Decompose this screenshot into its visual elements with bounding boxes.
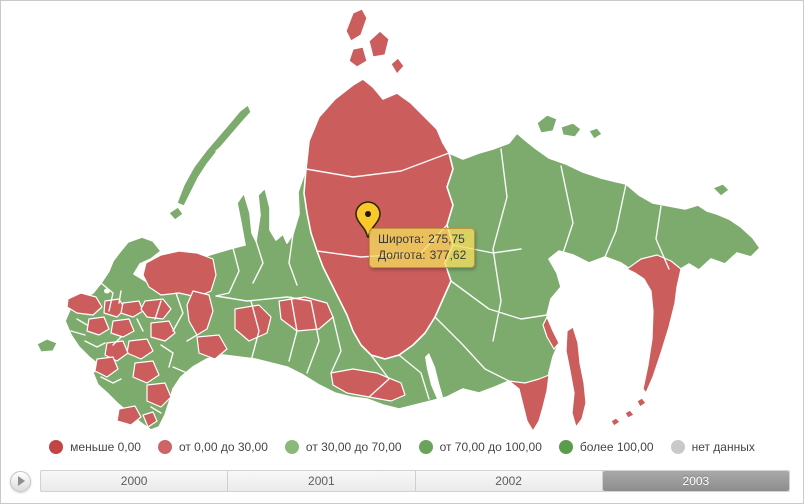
legend-color-dot [49, 440, 64, 454]
map-region-island[interactable] [588, 127, 603, 140]
lake-baikal [425, 353, 443, 399]
map-region[interactable] [186, 290, 214, 336]
legend-color-dot [558, 440, 573, 454]
map-region-kaliningrad[interactable] [36, 338, 58, 353]
russia-map [36, 8, 761, 432]
timeline-bar: 2000 2001 2002 2003 [40, 470, 790, 492]
coordinates-tooltip: Широта: 275,75 Долгота: 377,62 [369, 228, 476, 268]
map-region-island[interactable] [168, 206, 184, 221]
region-border-lines [70, 141, 670, 414]
map-region-novaya-zemlya[interactable] [176, 104, 252, 207]
map-region[interactable] [116, 405, 142, 426]
map-region[interactable] [142, 411, 158, 428]
map-legend: меньше 0,00 от 0,00 до 30,00 от 30,00 до… [1, 437, 803, 457]
map-region-kurils[interactable] [636, 397, 647, 408]
timeline: 2000 2001 2002 2003 [1, 468, 803, 494]
legend-label: от 30,00 до 70,00 [305, 440, 402, 454]
longitude-label: Долгота: [378, 248, 426, 262]
legend-item: от 30,00 до 70,00 [284, 440, 402, 454]
legend-label: меньше 0,00 [70, 440, 141, 454]
map-region[interactable] [132, 360, 160, 384]
map-region[interactable] [146, 382, 172, 408]
lake-ladoga [93, 280, 101, 286]
map-region[interactable] [330, 368, 406, 402]
map-region[interactable] [94, 356, 119, 378]
map-region[interactable] [104, 340, 129, 362]
legend-item: нет данных [670, 440, 755, 454]
map-region[interactable] [196, 334, 228, 360]
tooltip-latitude-row: Широта: 275,75 [378, 231, 466, 247]
map-region-sakhalin[interactable] [565, 326, 587, 428]
legend-color-dot [670, 440, 685, 454]
map-region[interactable] [120, 300, 144, 318]
map-region[interactable] [150, 320, 176, 342]
play-button[interactable] [10, 470, 31, 492]
location-marker-icon[interactable] [353, 200, 383, 240]
map-region-kurils[interactable] [624, 409, 635, 419]
tooltip-longitude-row: Долгота: 377,62 [378, 247, 466, 263]
map-region-severnaya-zemlya[interactable] [390, 57, 405, 75]
legend-item: меньше 0,00 [49, 440, 141, 454]
map-region-severnaya-zemlya[interactable] [348, 46, 368, 68]
legend-label: от 0,00 до 30,00 [178, 440, 268, 454]
map-region[interactable] [142, 250, 217, 298]
map-region-island[interactable] [536, 114, 558, 134]
map-region[interactable] [234, 304, 272, 342]
longitude-value: 377,62 [429, 248, 467, 262]
legend-item: от 70,00 до 100,00 [418, 440, 542, 454]
legend-color-dot [157, 440, 172, 454]
map-region-wrangel[interactable] [712, 183, 730, 197]
legend-label: нет данных [691, 440, 755, 454]
timeline-year-2000[interactable]: 2000 [41, 471, 229, 491]
map-region[interactable] [86, 316, 110, 336]
timeline-year-2002[interactable]: 2002 [416, 471, 603, 491]
map-region-severnaya-zemlya[interactable] [345, 8, 368, 42]
legend-item: более 100,00 [558, 440, 654, 454]
legend-label: от 70,00 до 100,00 [439, 440, 542, 454]
latitude-value: 275,75 [428, 232, 465, 246]
map-region[interactable] [140, 298, 172, 320]
map-region-severnaya-zemlya[interactable] [368, 30, 390, 58]
latitude-label: Широта: [378, 232, 425, 246]
timeline-year-2001[interactable]: 2001 [228, 471, 416, 491]
map-region-island[interactable] [560, 122, 582, 138]
map-region[interactable] [626, 254, 682, 394]
legend-label: более 100,00 [579, 440, 654, 454]
play-icon [18, 476, 25, 486]
map-region[interactable] [110, 318, 135, 338]
map-region-kurils[interactable] [610, 417, 621, 427]
map-region[interactable] [508, 374, 550, 432]
timeline-year-2003[interactable]: 2003 [602, 471, 789, 491]
map-region[interactable] [66, 292, 103, 316]
map-region[interactable] [542, 316, 560, 350]
legend-color-dot [284, 440, 299, 454]
legend-color-dot [418, 440, 433, 454]
legend-item: от 0,00 до 30,00 [157, 440, 268, 454]
